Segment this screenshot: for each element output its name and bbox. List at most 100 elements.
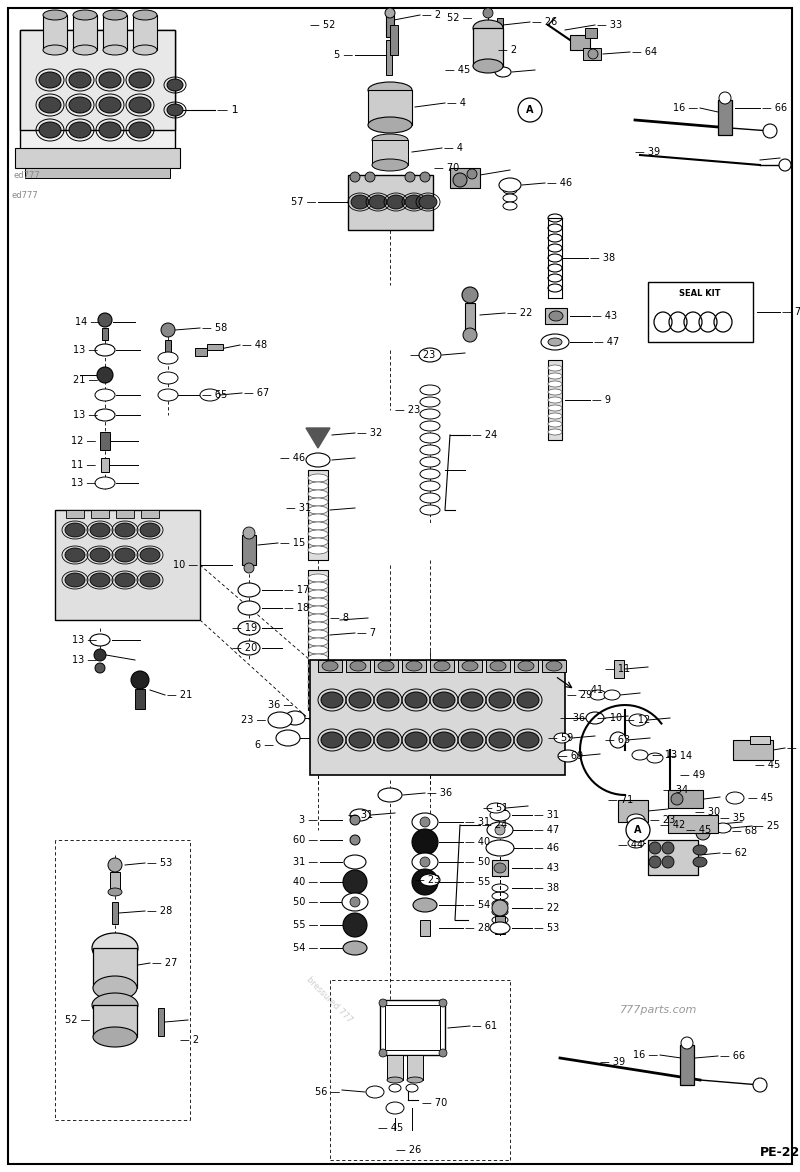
Circle shape xyxy=(95,155,105,165)
Text: — 36: — 36 xyxy=(560,713,585,723)
Ellipse shape xyxy=(419,348,441,362)
Ellipse shape xyxy=(420,469,440,479)
Text: — 31: — 31 xyxy=(286,503,311,513)
Text: — 45: — 45 xyxy=(748,793,774,803)
Text: — 11: — 11 xyxy=(605,665,630,674)
Text: — 37: — 37 xyxy=(787,743,800,752)
Text: 13 —: 13 — xyxy=(71,478,96,488)
Ellipse shape xyxy=(39,97,61,113)
Ellipse shape xyxy=(308,538,328,546)
Text: — 47: — 47 xyxy=(534,825,559,834)
Text: 54 —: 54 — xyxy=(293,943,318,953)
Ellipse shape xyxy=(344,856,366,868)
Ellipse shape xyxy=(115,523,135,537)
Bar xyxy=(542,660,566,672)
Ellipse shape xyxy=(308,582,328,590)
Text: 13 —: 13 — xyxy=(73,345,98,355)
Text: — 46: — 46 xyxy=(280,454,305,463)
Circle shape xyxy=(350,897,360,907)
Ellipse shape xyxy=(95,477,115,489)
Circle shape xyxy=(97,367,113,383)
Ellipse shape xyxy=(308,702,328,710)
Text: — 53: — 53 xyxy=(534,924,559,933)
Circle shape xyxy=(379,999,387,1007)
Bar xyxy=(101,458,109,472)
Text: — 24: — 24 xyxy=(482,820,507,830)
Ellipse shape xyxy=(405,732,427,748)
Circle shape xyxy=(453,173,467,188)
Text: — 2: — 2 xyxy=(498,45,517,55)
Circle shape xyxy=(518,98,542,122)
Circle shape xyxy=(463,328,477,342)
Ellipse shape xyxy=(548,364,562,372)
Ellipse shape xyxy=(308,522,328,530)
Text: ed777: ed777 xyxy=(12,191,38,199)
Circle shape xyxy=(626,818,650,841)
Bar xyxy=(158,1008,164,1036)
Ellipse shape xyxy=(420,457,440,466)
Text: SEAL KIT: SEAL KIT xyxy=(679,288,721,298)
Ellipse shape xyxy=(351,195,369,209)
Ellipse shape xyxy=(285,711,305,725)
Circle shape xyxy=(379,1049,387,1057)
Ellipse shape xyxy=(541,334,569,350)
Bar xyxy=(43,15,67,50)
Text: — 23: — 23 xyxy=(410,350,435,360)
Text: PE-2263: PE-2263 xyxy=(760,1145,800,1158)
Ellipse shape xyxy=(549,311,563,321)
Text: — 35: — 35 xyxy=(720,813,746,823)
Ellipse shape xyxy=(389,1084,401,1092)
Bar xyxy=(618,800,648,822)
Ellipse shape xyxy=(420,384,440,395)
Ellipse shape xyxy=(140,548,160,563)
Text: — 68: — 68 xyxy=(732,826,757,836)
Ellipse shape xyxy=(372,159,408,171)
Ellipse shape xyxy=(108,888,122,897)
Text: — 67: — 67 xyxy=(244,388,270,398)
Ellipse shape xyxy=(548,373,562,379)
Ellipse shape xyxy=(308,506,328,515)
Text: — 48: — 48 xyxy=(242,340,267,350)
Ellipse shape xyxy=(308,622,328,631)
Ellipse shape xyxy=(627,815,645,826)
Ellipse shape xyxy=(419,195,437,209)
Ellipse shape xyxy=(405,691,427,708)
Ellipse shape xyxy=(548,406,562,411)
Ellipse shape xyxy=(308,654,328,662)
Ellipse shape xyxy=(92,993,138,1017)
Ellipse shape xyxy=(377,691,399,708)
Ellipse shape xyxy=(90,548,110,563)
Ellipse shape xyxy=(308,662,328,670)
Ellipse shape xyxy=(69,122,91,138)
Ellipse shape xyxy=(489,732,511,748)
Ellipse shape xyxy=(238,601,260,615)
Text: 11 —: 11 — xyxy=(71,459,96,470)
Ellipse shape xyxy=(386,1102,404,1115)
Ellipse shape xyxy=(103,11,127,20)
Ellipse shape xyxy=(103,45,127,55)
Ellipse shape xyxy=(461,691,483,708)
Ellipse shape xyxy=(420,493,440,503)
Ellipse shape xyxy=(90,573,110,587)
Text: — 24: — 24 xyxy=(472,430,498,440)
Text: — 2: — 2 xyxy=(422,11,441,20)
Ellipse shape xyxy=(420,409,440,420)
Circle shape xyxy=(420,857,430,867)
Ellipse shape xyxy=(503,186,517,195)
Bar xyxy=(91,510,109,518)
Text: — 46: — 46 xyxy=(547,178,572,188)
Text: 56 —: 56 — xyxy=(314,1086,340,1097)
Text: — 41: — 41 xyxy=(578,684,603,695)
Circle shape xyxy=(495,825,505,834)
Circle shape xyxy=(365,172,375,182)
Ellipse shape xyxy=(99,97,121,113)
Bar xyxy=(25,168,170,178)
Ellipse shape xyxy=(73,45,97,55)
Text: — 42: — 42 xyxy=(660,820,686,830)
Ellipse shape xyxy=(473,59,503,73)
Text: — 7: — 7 xyxy=(357,628,376,638)
Text: — 31: — 31 xyxy=(534,810,559,820)
Ellipse shape xyxy=(158,389,178,401)
Ellipse shape xyxy=(95,409,115,421)
Ellipse shape xyxy=(377,732,399,748)
